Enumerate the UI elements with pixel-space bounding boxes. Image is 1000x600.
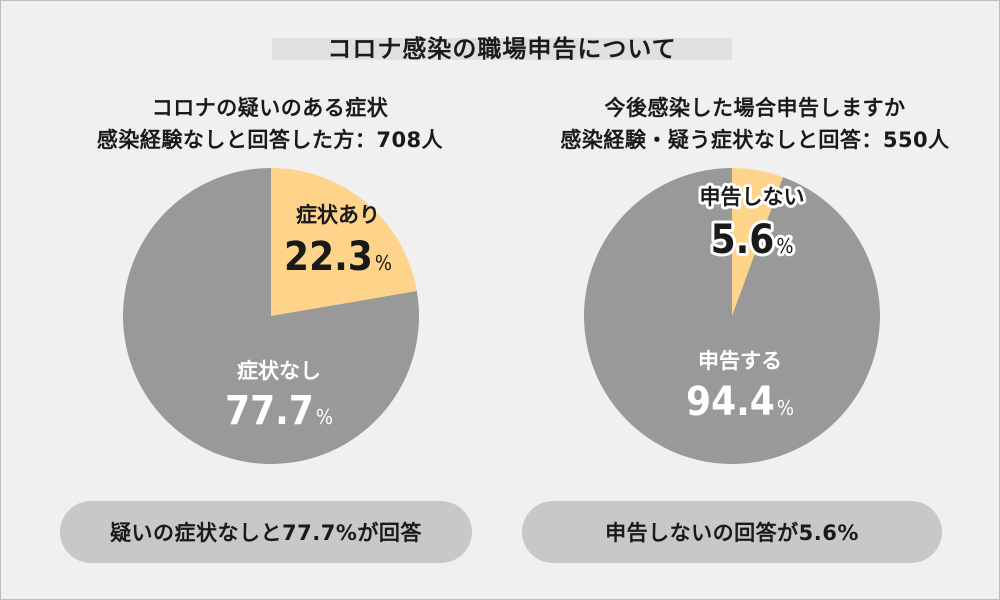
right-slice-value-0: 5.6 <box>711 217 775 263</box>
left-chart-subtitle: 感染経験なしと回答した方：708人 <box>96 128 444 152</box>
right-slice-label-1: 申告する <box>698 349 782 373</box>
left-slice-unit-0: % <box>375 251 392 275</box>
right-slice-unit-1: % <box>777 396 794 420</box>
left-summary-pill: 疑いの症状なしと77.7%が回答 <box>60 501 472 563</box>
left-slice-value-1: 77.7 <box>225 388 314 434</box>
left-slice-label-1: 症状なし <box>237 359 321 383</box>
right-chart-title: 今後感染した場合申告しますか <box>598 92 912 122</box>
main-title: コロナ感染の職場申告について <box>327 35 677 63</box>
main-title-band: コロナ感染の職場申告について <box>272 35 732 63</box>
left-slice-value-label-0: 22.3% <box>284 234 392 280</box>
right-pie-slice-0 <box>732 168 784 316</box>
left-pie-slice-0 <box>271 168 417 316</box>
right-chart-header: 今後感染した場合申告しますか 感染経験・疑う症状なしと回答：550人 <box>520 92 990 154</box>
right-slice-label-0: 申告しない <box>700 185 805 209</box>
left-pie-slice-1 <box>123 168 420 465</box>
right-slice-value-label-1: 94.4% <box>686 379 794 425</box>
right-summary-pill: 申告しないの回答が5.6% <box>522 501 942 563</box>
left-slice-value-label-1: 77.7% <box>225 388 333 434</box>
left-slice-unit-1: % <box>316 405 333 429</box>
right-chart-subtitle: 感染経験・疑う症状なしと回答：550人 <box>560 128 950 152</box>
left-slice-label-0: 症状あり <box>296 203 380 227</box>
right-pie-slice-1 <box>583 168 880 464</box>
left-chart-title: コロナの疑いのある症状 <box>145 92 395 122</box>
right-slice-value-1: 94.4 <box>686 379 775 425</box>
left-chart-header: コロナの疑いのある症状 感染経験なしと回答した方：708人 <box>40 92 500 154</box>
right-slice-value-label-0: 5.6% <box>711 217 794 263</box>
left-slice-value-0: 22.3 <box>284 234 373 280</box>
right-slice-unit-0: % <box>776 234 793 258</box>
